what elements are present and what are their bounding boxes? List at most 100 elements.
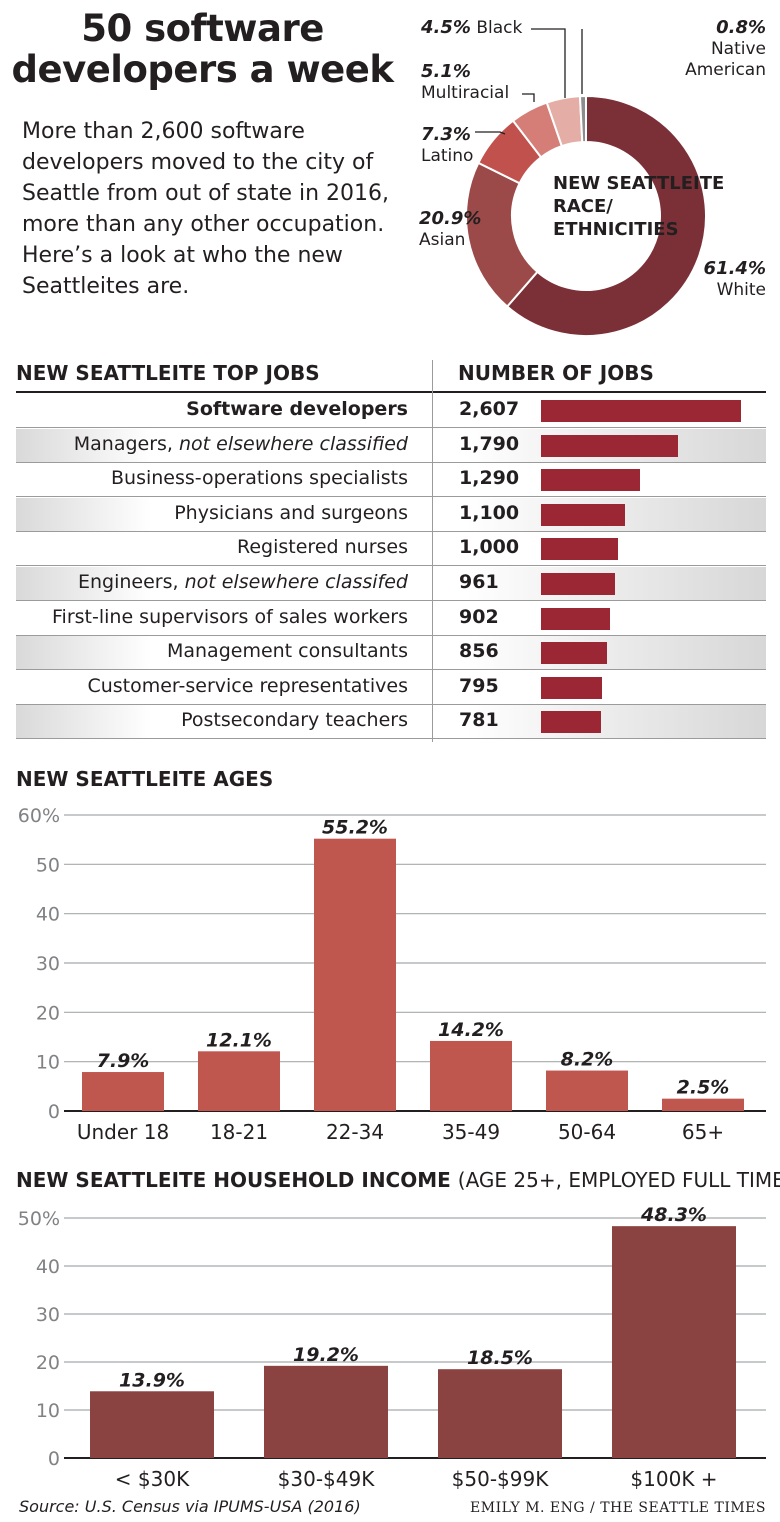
race-native-name-2: American xyxy=(685,60,766,80)
race-label-black: 4.5% Black xyxy=(421,17,522,39)
x-category-label: 35-49 xyxy=(442,1120,500,1144)
x-category-label: $30-$49K xyxy=(278,1467,376,1491)
bar-value-label: 18.5% xyxy=(467,1347,533,1369)
y-tick-label: 20 xyxy=(36,1002,60,1024)
job-name: Management consultants xyxy=(167,640,408,662)
race-label-multiracial: 5.1% Multiracial xyxy=(421,61,509,104)
job-row-divider xyxy=(16,634,766,636)
race-multi-pct: 5.1% xyxy=(421,61,471,82)
x-category-label: 50-64 xyxy=(558,1120,616,1144)
race-latino-name: Latino xyxy=(421,146,474,166)
job-bar xyxy=(541,434,679,457)
job-row: Customer-service representatives 795 xyxy=(16,671,766,705)
bar xyxy=(90,1391,214,1458)
job-count: 1,000 xyxy=(459,536,520,559)
job-name: Business-operations specialists xyxy=(111,467,408,489)
intro-text: More than 2,600 software developers move… xyxy=(22,119,390,299)
bar xyxy=(264,1365,388,1458)
income-title: NEW SEATTLEITE HOUSEHOLD INCOME (AGE 25+… xyxy=(16,1168,780,1192)
job-bar xyxy=(541,711,601,734)
job-name: Physicians and surgeons xyxy=(174,502,408,524)
jobs-header-rule xyxy=(16,391,766,393)
race-slice-native-american xyxy=(578,94,587,144)
job-row-divider xyxy=(16,496,766,498)
bar-value-label: 48.3% xyxy=(640,1204,707,1226)
job-bar xyxy=(541,503,626,526)
ages-bar-chart: 0 10 20 30 40 50 60% 7.9% Under 18 12.1% 18-21 55.2… xyxy=(18,805,766,1144)
job-name-text: Software developers xyxy=(186,398,408,420)
job-count: 795 xyxy=(459,674,499,697)
race-title-line-1: NEW SEATTLEITE xyxy=(553,173,725,194)
bar xyxy=(314,838,396,1111)
race-asian-name: Asian xyxy=(419,230,466,250)
race-label-latino: 7.3% Latino xyxy=(421,124,473,167)
job-count: 2,607 xyxy=(459,398,520,420)
race-leader-line xyxy=(475,131,506,135)
job-count: 961 xyxy=(459,571,499,593)
headline: 50 software developers a week xyxy=(11,7,394,91)
x-category-label: < $30K xyxy=(115,1467,190,1491)
job-name-qualifier: not elsewhere classifed xyxy=(184,571,408,593)
y-tick-label: 50 xyxy=(36,854,60,876)
job-name-text: Postsecondary teachers xyxy=(181,709,408,732)
race-title-line-2: RACE/ xyxy=(553,196,613,217)
bar xyxy=(198,1051,280,1111)
bar xyxy=(82,1072,164,1111)
x-category-label: 22-34 xyxy=(326,1120,384,1144)
bar xyxy=(546,1070,628,1111)
income-title-main: NEW SEATTLEITE HOUSEHOLD INCOME xyxy=(16,1168,451,1192)
x-category-label: Under 18 xyxy=(77,1120,169,1144)
credit-line: EMILY M. ENG / THE SEATTLE TIMES xyxy=(470,1500,766,1516)
jobs-number-header: NUMBER OF JOBS xyxy=(458,361,654,385)
job-row: Postsecondary teachers 781 xyxy=(16,705,766,740)
race-chart-title: NEW SEATTLEITE RACE/ ETHNICITIES xyxy=(553,172,724,241)
bar-value-label: 2.5% xyxy=(677,1077,730,1099)
job-count: 902 xyxy=(459,605,499,628)
race-slice-white xyxy=(505,94,707,337)
race-asian-pct: 20.9% xyxy=(419,208,482,229)
source-note: Source: U.S. Census via IPUMS-USA (2016) xyxy=(19,1497,361,1516)
y-tick-label: 10 xyxy=(36,1052,60,1074)
race-donut-chart xyxy=(465,28,707,337)
job-row: First-line supervisors of sales workers 9… xyxy=(16,602,766,636)
job-name-text: Engineers, xyxy=(77,571,185,593)
job-bar xyxy=(541,607,611,630)
job-bar xyxy=(541,573,615,595)
bar xyxy=(612,1226,736,1458)
job-name-text: First-line supervisors of sales workers xyxy=(52,605,408,628)
y-tick-label: 10 xyxy=(36,1400,60,1422)
race-native-pct: 0.8% xyxy=(716,17,766,38)
jobs-title: NEW SEATTLEITE TOP JOBS xyxy=(16,361,320,385)
income-title-note: (AGE 25+, EMPLOYED FULL TIME) xyxy=(457,1168,780,1192)
y-tick-label: 0 xyxy=(48,1448,60,1470)
race-latino-pct: 7.3% xyxy=(421,124,471,145)
race-white-name: White xyxy=(716,280,766,300)
bar-value-label: 55.2% xyxy=(322,817,388,839)
race-leader-line xyxy=(522,93,535,102)
y-tick-label: 60% xyxy=(18,805,60,827)
job-bar xyxy=(541,538,618,561)
job-row: Business-operations specialists 1,290 xyxy=(16,463,766,498)
bar-value-label: 13.9% xyxy=(119,1369,185,1391)
job-row-divider xyxy=(16,427,766,428)
race-title-line-3: ETHNICITIES xyxy=(553,219,679,240)
job-row-divider xyxy=(16,669,766,671)
bar-value-label: 12.1% xyxy=(206,1029,272,1051)
race-label-asian: 20.9% Asian xyxy=(419,208,481,251)
job-name: Software developers xyxy=(186,398,408,420)
job-row: Managers, not elsewhere classified 1,790 xyxy=(16,428,766,463)
job-bar xyxy=(541,400,741,422)
job-count: 1,100 xyxy=(459,501,520,524)
race-native-name-1: Native xyxy=(710,39,766,59)
job-name-qualifier: not elsewhere classified xyxy=(179,432,408,455)
y-tick-label: 30 xyxy=(36,953,60,975)
x-category-label: 18-21 xyxy=(210,1120,268,1144)
job-row-divider xyxy=(16,461,766,463)
ages-title: NEW SEATTLEITE AGES xyxy=(16,767,274,791)
job-name: Engineers, not elsewhere classifed xyxy=(78,571,408,593)
job-name: Registered nurses xyxy=(237,536,408,558)
job-row-divider xyxy=(16,530,766,532)
job-row: Physicians and surgeons 1,100 xyxy=(16,497,766,532)
job-name-text: Registered nurses xyxy=(237,536,408,559)
bar xyxy=(430,1040,512,1111)
